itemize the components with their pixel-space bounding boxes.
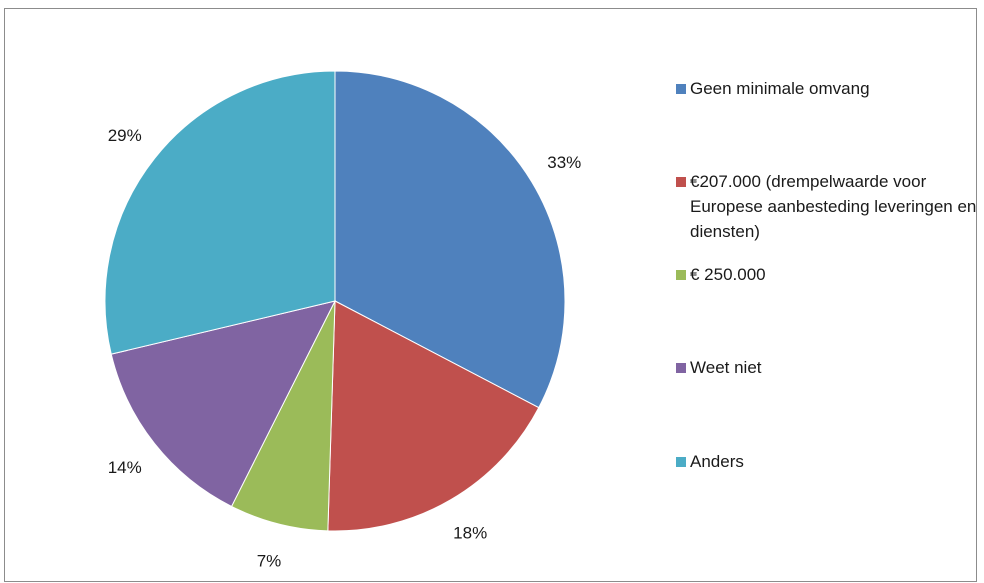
data-label-anders: 29%: [108, 126, 142, 145]
legend-item-250000: € 250.000: [676, 262, 980, 287]
legend-swatch: [676, 270, 686, 280]
legend-label: Anders: [690, 452, 744, 471]
legend-swatch: [676, 363, 686, 373]
legend-label: € 250.000: [690, 265, 766, 284]
legend-swatch: [676, 84, 686, 94]
data-label-207000: 18%: [453, 523, 487, 542]
legend-swatch: [676, 457, 686, 467]
legend-label: Weet niet: [690, 358, 762, 377]
pie-slice-anders: [104, 70, 336, 355]
legend-label: €207.000 (drempelwaarde voor Europese aa…: [690, 172, 977, 241]
legend-label: Geen minimale omvang: [690, 79, 870, 98]
data-label-geen-minimale-omvang: 33%: [547, 153, 581, 172]
legend-swatch: [676, 177, 686, 187]
data-label-250000: 7%: [257, 552, 282, 571]
legend-item-anders: Anders: [676, 449, 980, 474]
legend-item-geen-minimale-omvang: Geen minimale omvang: [676, 76, 980, 101]
legend-item-weet-niet: Weet niet: [676, 355, 980, 380]
data-label-weet-niet: 14%: [108, 458, 142, 477]
pie-slice-weet-niet: [110, 300, 336, 508]
pie-slice-geen-minimale-omvang: [334, 70, 566, 409]
legend-item-207000: €207.000 (drempelwaarde voor Europese aa…: [676, 169, 982, 244]
pie-slices: [104, 70, 566, 532]
pie-data-labels: 33% 18% 7% 14% 29%: [108, 126, 582, 571]
pie-slice-207000: [327, 300, 540, 532]
